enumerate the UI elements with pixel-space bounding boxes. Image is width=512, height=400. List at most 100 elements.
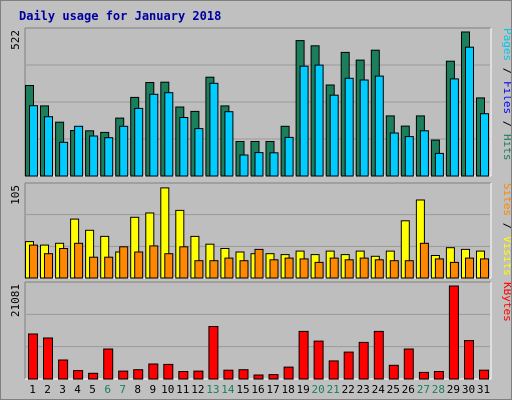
x-axis: 1 2 3 4 5 6 7 8 9 10 11 12 13 14 15 16 17 18 19 20 21 22 23 24 2… bbox=[29, 383, 490, 396]
bar-files bbox=[344, 77, 354, 177]
bar-files bbox=[59, 141, 69, 177]
x-tick-label: 1 bbox=[29, 383, 36, 396]
bar-sites bbox=[239, 260, 249, 279]
bar-files bbox=[194, 128, 204, 177]
bar-kbytes bbox=[268, 374, 279, 380]
x-tick-label: 13 bbox=[206, 383, 219, 396]
bar-kbytes bbox=[43, 337, 53, 380]
y-axis-max-label: 522 bbox=[9, 30, 22, 50]
x-tick-label: 18 bbox=[281, 383, 294, 396]
bar-sites bbox=[44, 253, 53, 279]
bar-files bbox=[179, 117, 189, 177]
legend-label: Hits bbox=[501, 134, 511, 161]
bar-files bbox=[74, 125, 84, 177]
bar-files bbox=[449, 78, 459, 177]
bar-files bbox=[465, 46, 474, 177]
x-tick-label: 29 bbox=[447, 383, 460, 396]
bar-files bbox=[104, 137, 114, 177]
y-axis-max-label: 21081 bbox=[9, 284, 22, 317]
bar-files bbox=[149, 93, 159, 177]
bar-sites bbox=[194, 260, 204, 279]
bar-kbytes bbox=[313, 340, 324, 380]
bar-sites bbox=[374, 259, 384, 279]
bar-files bbox=[89, 135, 99, 177]
bar-sites bbox=[419, 242, 429, 279]
bar-files bbox=[314, 64, 324, 177]
bar-files bbox=[119, 125, 129, 177]
panel-2: 105 Sites / Visits bbox=[9, 182, 511, 279]
x-tick-label: 19 bbox=[296, 383, 309, 396]
bar-files bbox=[434, 152, 444, 177]
bar-sites bbox=[434, 258, 444, 279]
bar-kbytes bbox=[283, 366, 294, 380]
x-tick-label: 21 bbox=[327, 383, 340, 396]
x-tick-label: 26 bbox=[402, 383, 415, 396]
bar-kbytes bbox=[133, 369, 144, 380]
side-legend-1: Pages / Files / Hits bbox=[501, 28, 511, 161]
legend-label: / bbox=[501, 61, 511, 81]
bar-kbytes bbox=[238, 369, 249, 380]
bar-files bbox=[224, 111, 234, 177]
x-tick-label: 16 bbox=[251, 383, 264, 396]
bar-kbytes bbox=[418, 371, 429, 380]
bar-sites bbox=[89, 256, 99, 279]
legend-label: / bbox=[501, 114, 511, 134]
bar-files bbox=[44, 116, 53, 177]
bar-sites bbox=[164, 253, 174, 279]
bar-files bbox=[29, 105, 38, 177]
bar-kbytes bbox=[298, 330, 309, 380]
x-tick-label: 4 bbox=[74, 383, 81, 396]
legend-label: / bbox=[501, 216, 511, 236]
x-tick-label: 7 bbox=[119, 383, 126, 396]
bar-files bbox=[239, 154, 249, 177]
legend-label: KBytes bbox=[501, 282, 511, 322]
x-tick-label: 11 bbox=[176, 383, 189, 396]
bar-sites bbox=[209, 260, 219, 279]
x-tick-label: 28 bbox=[432, 383, 445, 396]
side-legend-3: KBytes bbox=[501, 282, 511, 322]
x-tick-label: 8 bbox=[134, 383, 141, 396]
x-tick-label: 3 bbox=[59, 383, 66, 396]
bar-files bbox=[284, 136, 294, 177]
bar-kbytes bbox=[103, 348, 114, 380]
bar-sites bbox=[74, 242, 84, 279]
bar-files bbox=[254, 152, 264, 177]
bar-kbytes bbox=[373, 330, 384, 380]
bar-sites bbox=[104, 256, 114, 279]
legend-label: Pages bbox=[501, 28, 511, 61]
bar-sites bbox=[134, 251, 144, 279]
x-tick-label: 17 bbox=[266, 383, 279, 396]
bar-sites bbox=[389, 260, 399, 279]
bar-sites bbox=[344, 259, 354, 279]
x-tick-label: 5 bbox=[89, 383, 96, 396]
bar-sites bbox=[179, 246, 189, 279]
x-tick-label: 15 bbox=[236, 383, 249, 396]
bar-kbytes bbox=[328, 360, 339, 380]
bar-files bbox=[389, 132, 399, 177]
bar-files bbox=[419, 130, 429, 177]
x-tick-label: 24 bbox=[372, 383, 386, 396]
bar-kbytes bbox=[448, 285, 459, 380]
bar-files bbox=[404, 136, 414, 177]
bar-files bbox=[209, 82, 219, 177]
bar-kbytes bbox=[73, 370, 84, 380]
bar-files bbox=[134, 107, 144, 177]
x-tick-label: 12 bbox=[191, 383, 204, 396]
bar-sites bbox=[480, 258, 489, 279]
plot-area bbox=[25, 282, 491, 379]
bar-kbytes bbox=[479, 369, 489, 380]
x-tick-label: 22 bbox=[342, 383, 355, 396]
y-axis-max-label: 105 bbox=[9, 185, 22, 205]
panel-3: 21081 KBytes bbox=[9, 281, 511, 380]
bar-sites bbox=[119, 246, 129, 279]
bar-kbytes bbox=[388, 364, 399, 380]
bar-sites bbox=[254, 248, 264, 279]
legend-label: Sites bbox=[501, 183, 511, 216]
x-tick-label: 10 bbox=[161, 383, 174, 396]
bar-kbytes bbox=[118, 370, 129, 380]
bar-kbytes bbox=[163, 363, 174, 380]
bar-files bbox=[329, 94, 339, 177]
bar-kbytes bbox=[403, 348, 414, 380]
bar-sites bbox=[329, 257, 339, 279]
